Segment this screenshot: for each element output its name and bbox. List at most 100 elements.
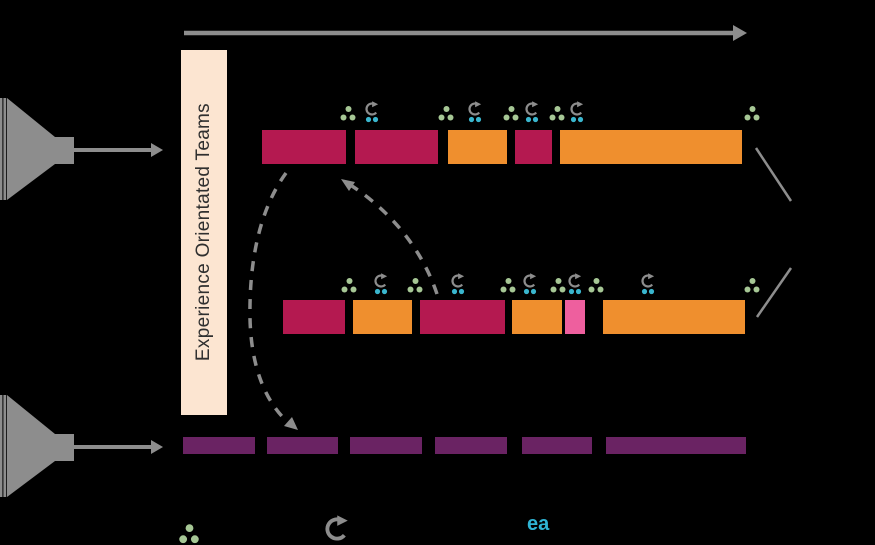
- pair-dot: [530, 288, 537, 295]
- pair-dot: [577, 116, 584, 123]
- team-dot: [753, 286, 760, 293]
- pair-dot: [523, 288, 530, 295]
- team-dot: [749, 278, 756, 284]
- cycle-arc: [641, 274, 654, 288]
- cycle-arc: [374, 274, 387, 288]
- team-dot: [346, 278, 353, 284]
- team-icon: [744, 106, 760, 121]
- platform-row: [183, 437, 746, 454]
- team-icon: [549, 106, 565, 121]
- funnel-rim-stripe: [0, 98, 3, 200]
- cycle-loop-icon: [325, 515, 348, 541]
- team-dot: [345, 106, 352, 112]
- team-icon: [179, 524, 199, 544]
- pair-dot: [374, 288, 381, 295]
- stream-row-1-segment: [515, 130, 552, 164]
- pair-dot: [468, 116, 475, 123]
- pair-dot: [575, 288, 582, 295]
- cycle-loop-icon: [523, 273, 537, 295]
- cycle-arrowhead: [648, 273, 655, 280]
- team-dot: [503, 114, 510, 121]
- cycle-loop-icon: [468, 101, 482, 123]
- funnel-rim-stripe: [3, 98, 7, 200]
- funnel-cone: [7, 98, 55, 200]
- cycle-loop-icon: [365, 101, 379, 123]
- team-dot: [190, 535, 199, 544]
- stream-row-2-segment: [420, 300, 505, 334]
- team-dot: [512, 114, 519, 121]
- team-icon: [341, 278, 357, 293]
- team-dot: [554, 106, 561, 112]
- cycle-loop-icon: [570, 101, 584, 123]
- cycle-arrowhead: [532, 101, 539, 108]
- cycle-arrowhead: [475, 101, 482, 108]
- marker-row: [340, 101, 760, 123]
- stream-row-2: [283, 300, 745, 334]
- team-dot: [559, 286, 566, 293]
- pair-dot: [381, 288, 388, 295]
- legend-ea-label: ea: [527, 513, 550, 535]
- cycle-arc: [523, 274, 536, 288]
- cycle-arrowhead: [458, 273, 465, 280]
- pair-dot: [458, 288, 465, 295]
- team-dot: [549, 114, 556, 121]
- cycle-arc: [525, 102, 538, 116]
- dashed-curve: [351, 184, 439, 295]
- funnel-spout: [55, 137, 74, 164]
- cycle-loop-icon: [451, 273, 465, 295]
- cycle-arc: [568, 274, 581, 288]
- feedback-arrow-down: [248, 171, 298, 430]
- team-dot: [179, 535, 188, 544]
- pair-dot: [532, 116, 539, 123]
- team-dot: [443, 106, 450, 112]
- team-dot: [350, 286, 357, 293]
- team-icon: [588, 278, 604, 293]
- team-dot: [593, 278, 600, 284]
- pair-dot: [570, 116, 577, 123]
- stream-row-1-segment: [560, 130, 742, 164]
- bracket-line: [755, 267, 793, 318]
- cycle-arc: [325, 517, 346, 541]
- team-dot: [500, 286, 507, 293]
- team-icon: [744, 278, 760, 293]
- team-dot: [744, 286, 751, 293]
- cycle-arc: [451, 274, 464, 288]
- cycle-arc: [468, 102, 481, 116]
- cycle-arrowhead: [530, 273, 537, 280]
- team-dot: [349, 114, 356, 121]
- cycle-arrowhead: [337, 515, 348, 526]
- pair-dot: [475, 116, 482, 123]
- team-dot: [550, 286, 557, 293]
- team-dot: [558, 114, 565, 121]
- funnel-rim-stripe: [3, 395, 7, 497]
- team-dot: [412, 278, 419, 284]
- stream-row-1-segment: [262, 130, 346, 164]
- team-dot: [749, 106, 756, 112]
- cycle-arrowhead: [575, 273, 582, 280]
- team-icon: [438, 106, 454, 121]
- platform-row-segment: [183, 437, 255, 454]
- team-dot: [555, 278, 562, 284]
- dashed-arrowhead-icon: [341, 179, 355, 191]
- pair-dot: [648, 288, 655, 295]
- team-dot: [416, 286, 423, 293]
- cycle-loop-icon: [374, 273, 388, 295]
- bottom-funnel: [0, 395, 163, 497]
- pair-dot: [365, 116, 372, 123]
- stream-row-2-segment: [565, 300, 585, 334]
- team-icon: [550, 278, 566, 293]
- cycle-loop-icon: [525, 101, 539, 123]
- funnel-arrowhead-icon: [151, 440, 163, 454]
- platform-row-segment: [435, 437, 507, 454]
- platform-row-segment: [267, 437, 338, 454]
- funnel-spout: [55, 434, 74, 461]
- funnel-cone: [7, 395, 55, 497]
- cycle-arc: [365, 102, 378, 116]
- cycle-arrowhead: [577, 101, 584, 108]
- stream-row-2-segment: [283, 300, 345, 334]
- top-funnel: [0, 98, 163, 200]
- pair-dot: [641, 288, 648, 295]
- team-dot: [588, 286, 595, 293]
- pair-dot: [451, 288, 458, 295]
